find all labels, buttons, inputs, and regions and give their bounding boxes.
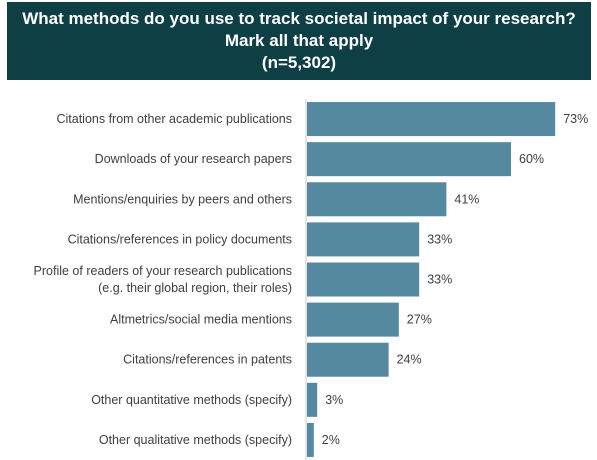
category-label: Downloads of your research papers <box>95 152 292 166</box>
category-label: Altmetrics/social media mentions <box>110 313 292 327</box>
data-label: 24% <box>397 353 422 367</box>
bar <box>307 182 447 217</box>
chart-title-line-1: What methods do you use to track societa… <box>22 9 576 28</box>
bar <box>307 342 389 377</box>
category-label: Citations/references in patents <box>123 353 292 367</box>
bar <box>307 422 314 457</box>
category-label: Other qualitative methods (specify) <box>99 433 292 447</box>
bar <box>307 142 511 177</box>
category-label: Profile of readers of your research publ… <box>34 264 292 295</box>
data-label: 60% <box>519 152 544 166</box>
data-label: 2% <box>322 433 340 447</box>
bar <box>307 222 420 257</box>
data-label: 41% <box>454 192 479 206</box>
data-label: 27% <box>407 313 432 327</box>
data-label: 33% <box>427 273 452 287</box>
category-label: Citations from other academic publicatio… <box>56 112 292 126</box>
chart-title-line-3: (n=5,302) <box>261 53 337 72</box>
bar <box>307 382 318 417</box>
data-label: 3% <box>325 393 343 407</box>
category-label: Mentions/enquiries by peers and others <box>73 192 292 206</box>
bar <box>307 262 420 297</box>
category-label: Citations/references in policy documents <box>68 232 292 246</box>
chart-title: What methods do you use to track societa… <box>7 2 591 80</box>
bar <box>307 302 399 337</box>
bar <box>307 102 556 137</box>
data-label: 33% <box>427 232 452 246</box>
data-label: 73% <box>563 112 588 126</box>
category-label: Other quantitative methods (specify) <box>91 393 292 407</box>
chart-title-line-2: Mark all that apply <box>224 31 374 50</box>
